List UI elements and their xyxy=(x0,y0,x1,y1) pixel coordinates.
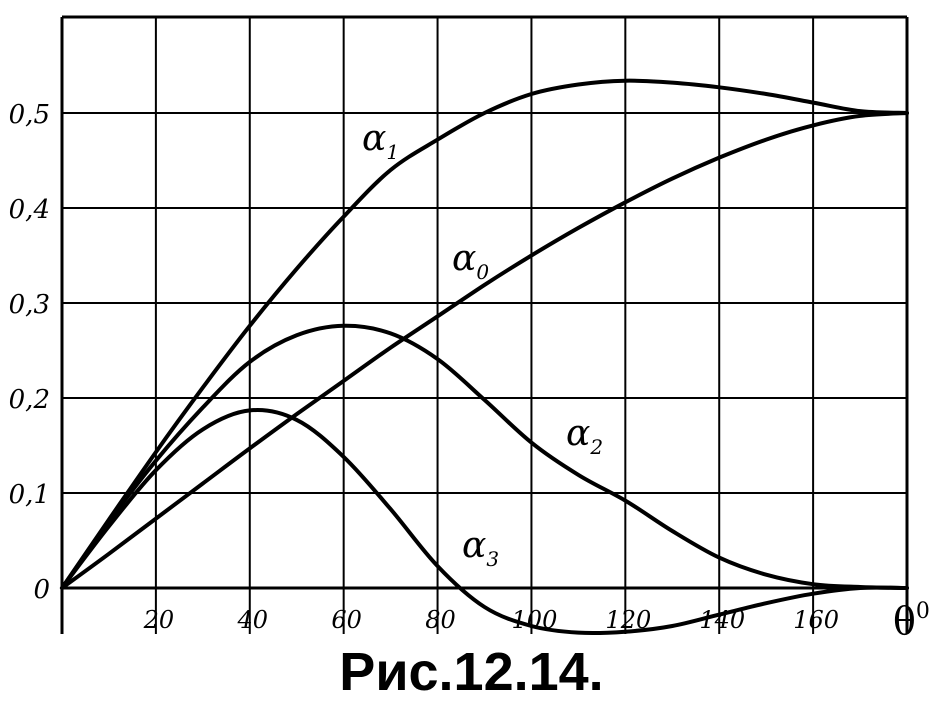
curves xyxy=(60,78,909,636)
y-tick-label-0,2: 0,2 xyxy=(9,385,50,415)
x-tick-label-140: 140 xyxy=(699,606,745,634)
curve-label-alpha-2-symbol: α xyxy=(566,413,590,454)
y-tick-label-0,3: 0,3 xyxy=(9,290,50,320)
x-tick-label-80: 80 xyxy=(425,606,456,634)
x-axis-tick-labels: 20 40 60 80 100 120 140 160 xyxy=(143,606,839,634)
curve-label-alpha-1-subscript: 1 xyxy=(386,140,399,164)
figure-caption: Рис.12.14. xyxy=(339,642,604,702)
curve-alpha-3 xyxy=(60,408,909,636)
curve-alpha-1 xyxy=(60,78,909,590)
y-tick-label-0,4: 0,4 xyxy=(9,195,50,225)
x-axis-title: θ0 xyxy=(893,599,930,643)
x-axis-title-superscript: 0 xyxy=(916,599,930,624)
curve-label-alpha-1: α1 xyxy=(362,118,399,164)
x-tick-label-100: 100 xyxy=(512,606,558,634)
x-tick-label-160: 160 xyxy=(793,606,839,634)
curve-label-alpha-3: α3 xyxy=(462,525,499,571)
curve-label-alpha-3-subscript: 3 xyxy=(486,547,499,571)
curve-alpha-2 xyxy=(60,323,909,590)
curve-label-alpha-0-subscript: 0 xyxy=(476,260,489,284)
y-tick-label-0,1: 0,1 xyxy=(9,480,50,510)
curve-label-alpha-3-symbol: α xyxy=(462,525,486,566)
y-axis-tick-labels: 0 0,1 0,2 0,3 0,4 0,5 xyxy=(9,100,50,605)
curve-label-alpha-2: α2 xyxy=(566,413,603,459)
curve-label-alpha-0-symbol: α xyxy=(452,238,476,279)
x-axis-title-symbol: θ xyxy=(893,599,916,643)
x-tick-label-20: 20 xyxy=(143,606,175,634)
y-tick-label-0: 0 xyxy=(33,575,50,605)
curve-alpha-0 xyxy=(60,111,909,590)
x-tick-label-40: 40 xyxy=(237,606,269,634)
curve-label-alpha-0: α0 xyxy=(452,238,489,284)
x-tick-label-120: 120 xyxy=(605,606,651,634)
curve-label-alpha-2-subscript: 2 xyxy=(589,435,603,459)
plot-frame xyxy=(60,15,909,634)
curve-label-alpha-1-symbol: α xyxy=(362,118,386,159)
y-tick-label-0,5: 0,5 xyxy=(9,100,50,130)
x-tick-label-60: 60 xyxy=(331,606,362,634)
